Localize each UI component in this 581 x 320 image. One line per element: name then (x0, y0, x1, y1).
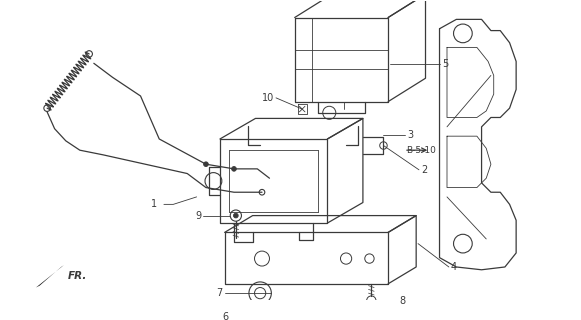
Text: 7: 7 (217, 288, 223, 298)
Circle shape (256, 313, 265, 320)
Text: 1: 1 (151, 199, 157, 209)
Circle shape (454, 24, 472, 43)
Circle shape (367, 296, 376, 305)
Circle shape (232, 166, 236, 171)
Circle shape (234, 213, 238, 218)
Polygon shape (36, 265, 64, 288)
Circle shape (259, 189, 265, 195)
Circle shape (86, 51, 92, 57)
Circle shape (340, 253, 352, 264)
Circle shape (454, 234, 472, 253)
Circle shape (203, 162, 208, 166)
Text: 9: 9 (195, 211, 201, 220)
Circle shape (205, 172, 222, 189)
Text: 4: 4 (451, 262, 457, 272)
Circle shape (380, 142, 387, 149)
Text: FR.: FR. (67, 271, 87, 281)
Circle shape (230, 210, 242, 221)
Text: 3: 3 (407, 130, 413, 140)
Text: 2: 2 (421, 165, 427, 175)
Circle shape (254, 251, 270, 266)
Circle shape (254, 288, 266, 299)
Text: B-5-10: B-5-10 (406, 146, 436, 155)
Text: 10: 10 (262, 93, 274, 103)
Circle shape (44, 105, 51, 111)
Circle shape (365, 254, 374, 263)
Circle shape (322, 106, 336, 119)
Text: 8: 8 (399, 296, 406, 306)
Circle shape (249, 282, 271, 304)
Text: 5: 5 (442, 59, 449, 69)
Text: 6: 6 (223, 312, 228, 320)
